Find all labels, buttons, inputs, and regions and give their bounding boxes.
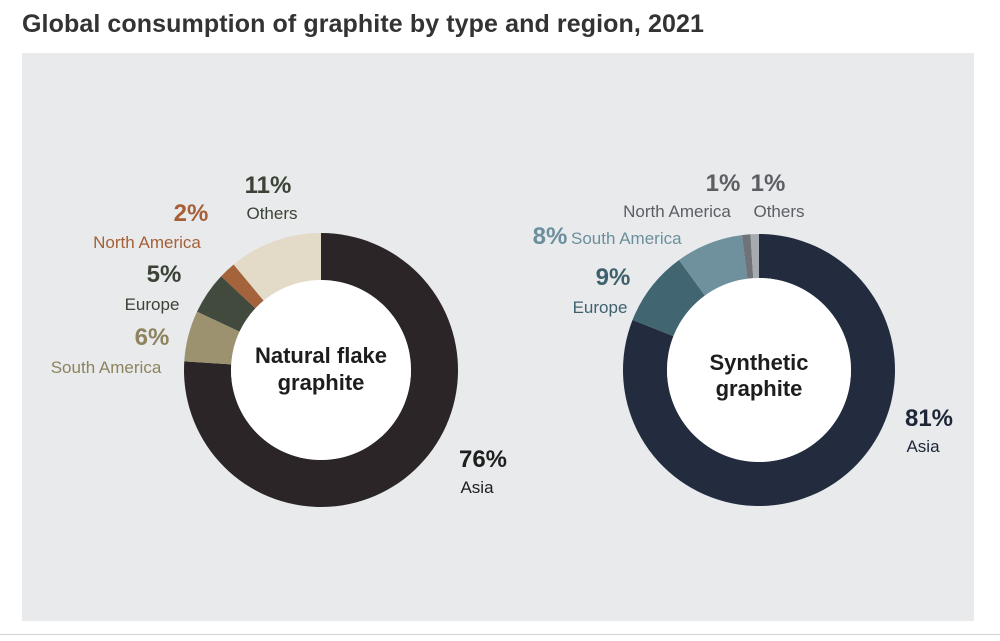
nf-others-label: Others — [246, 204, 297, 223]
nf-north-america-pct: 2% — [174, 200, 209, 227]
nf-asia-label: Asia — [460, 478, 494, 497]
syn-slice-north-america — [741, 234, 754, 279]
chart-title: Global consumption of graphite by type a… — [22, 10, 704, 38]
nf-asia-pct: 76% — [459, 446, 507, 473]
nf-north-america-label: North America — [93, 233, 201, 252]
syn-slice-others — [750, 234, 759, 279]
synthetic-center-label-line2: graphite — [716, 376, 803, 401]
syn-slice-europe — [632, 259, 705, 337]
nf-europe-pct: 5% — [147, 261, 182, 288]
nf-slice-north-america — [221, 264, 264, 309]
syn-others-pct: 1% — [751, 170, 786, 197]
nf-slice-others — [233, 233, 321, 301]
syn-south-america-pct: 8% — [533, 223, 568, 250]
syn-north-america-label: North America — [623, 202, 731, 221]
syn-donut-hole — [667, 278, 851, 462]
natural-flake-center-label-line2: graphite — [278, 370, 365, 395]
syn-slice-south-america — [679, 235, 748, 296]
syn-north-america-pct: 1% — [706, 170, 741, 197]
syn-europe-pct: 9% — [596, 264, 631, 291]
syn-south-america-label: South America — [571, 229, 682, 248]
nf-slice-europe — [197, 276, 256, 332]
syn-asia-label: Asia — [906, 437, 940, 456]
synthetic-donut — [623, 234, 895, 506]
syn-europe-label: Europe — [573, 298, 628, 317]
nf-south-america-pct: 6% — [135, 324, 170, 351]
bottom-divider — [0, 634, 1000, 635]
natural-flake-center-label-line1: Natural flake — [255, 343, 387, 368]
nf-south-america-label: South America — [51, 358, 162, 377]
nf-others-pct: 11% — [245, 172, 292, 199]
nf-europe-label: Europe — [125, 295, 180, 314]
nf-slice-south-america — [184, 311, 240, 365]
syn-others-label: Others — [753, 202, 804, 221]
nf-slice-asia — [183, 233, 459, 507]
nf-donut-hole — [231, 280, 411, 460]
natural-flake-donut — [183, 233, 459, 507]
synthetic-center-label-line1: Synthetic — [709, 350, 808, 375]
syn-slice-asia — [623, 234, 895, 506]
syn-asia-pct: 81% — [905, 405, 953, 432]
